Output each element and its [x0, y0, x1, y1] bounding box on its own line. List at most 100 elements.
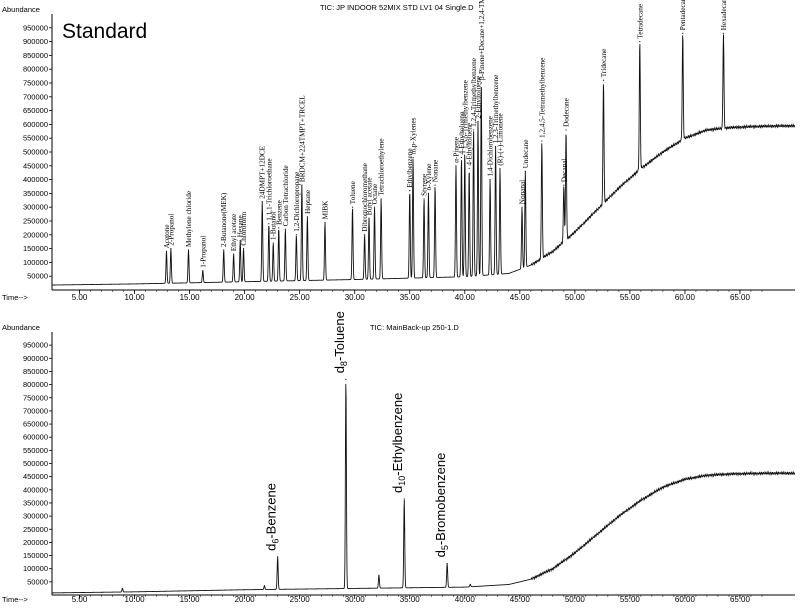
x-tick-label: 15.00 [180, 293, 201, 302]
compound-annotation: d6-Benzene [264, 483, 281, 551]
peak-apex-point [423, 198, 425, 200]
peak-apex-point [368, 217, 370, 219]
peak-label: 1,1,1-Trichloroethane [265, 158, 273, 220]
peak-label: Methylene chloride [185, 191, 193, 247]
peak-label: 1,2-Dichloropropane [293, 172, 301, 232]
y-tick-label: 300000 [23, 512, 48, 521]
y-tick-label: 400000 [23, 485, 48, 494]
panel-label: Standard [62, 20, 147, 43]
y-tick-label: 150000 [23, 551, 48, 560]
peak-label: Tridecane [600, 49, 608, 77]
peak-apex-point [295, 234, 297, 236]
y-tick-label: 700000 [23, 92, 48, 101]
x-tick-label: 50.00 [565, 595, 586, 604]
y-tick-label: 400000 [23, 175, 48, 184]
peak-label: 1,2,3-Trimethylbenzene [492, 75, 500, 144]
y-tick-label: 50000 [27, 272, 48, 281]
peak-label: 1-Propanol [199, 236, 207, 268]
y-tick-label: 250000 [23, 217, 48, 226]
peak-label: Toluene [349, 181, 357, 204]
x-tick-label: 10.00 [125, 595, 146, 604]
x-tick-label: 60.00 [675, 595, 696, 604]
y-tick-label: 50000 [27, 577, 48, 586]
peak-apex-point [427, 192, 430, 194]
chart-title: TIC: MainBack-up 250-1.D [370, 323, 459, 332]
peak-label: Benzene [275, 200, 283, 225]
x-tick-label: 45.00 [510, 293, 531, 302]
peak-apex-point [301, 184, 303, 186]
standard-chromatogram: 50000 100000 150000 200000 250000 300000 35000… [2, 0, 796, 302]
x-axis-label: Time--> [2, 293, 28, 302]
peak-apex-point [469, 583, 471, 586]
peak-apex-point [351, 206, 354, 208]
x-tick-label: 5.00 [72, 293, 88, 302]
peak-label: 2-Butanone(MEK) [220, 192, 228, 247]
peak-apex-point [541, 140, 543, 142]
x-tick-label: 40.00 [455, 293, 476, 302]
peak-label: 1,2,4-Trimethylbenzene [470, 58, 478, 127]
chart-title: TIC: JP INDOOR 52MIX STD LV1 04 Single.D [320, 3, 474, 12]
peak-apex-point [412, 156, 414, 159]
y-tick-label: 200000 [23, 538, 48, 547]
peak-label: Ethyl acetate [230, 214, 238, 251]
x-tick-label: 35.00 [400, 595, 421, 604]
y-tick-label: 250000 [23, 525, 48, 534]
peak-label: Ethylbenzene [406, 148, 414, 187]
y-tick-label: 550000 [23, 134, 48, 143]
x-tick-label: 45.00 [510, 595, 531, 604]
y-tick-label: 450000 [23, 472, 48, 481]
peak-apex-point [324, 221, 326, 223]
peak-label: Hexane [237, 215, 245, 237]
peak-label: Pentadecane [679, 0, 687, 30]
peak-apex-point [455, 165, 457, 167]
peak-apex-point [242, 248, 245, 250]
peak-label: Styrene [421, 174, 429, 196]
peak-label: Nonanal [519, 180, 527, 204]
y-axis-label: Abundance [2, 323, 40, 332]
backup-chromatogram: 50000 100000 150000 200000 250000 300000 35000… [2, 311, 796, 604]
peak-label: Tetradecane [636, 4, 644, 39]
y-tick-label: 750000 [23, 79, 48, 88]
peak-apex-point [380, 198, 382, 200]
x-tick-label: 40.00 [455, 595, 476, 604]
peak-label: Hexadecane [720, 0, 728, 30]
peak-apex-point [565, 129, 567, 131]
peak-apex-point [373, 206, 376, 208]
peak-apex-point [480, 82, 482, 84]
y-tick-label: 500000 [23, 148, 48, 157]
peak-apex-point [239, 239, 241, 241]
y-tick-label: 600000 [23, 120, 48, 129]
x-tick-label: 60.00 [675, 293, 696, 302]
y-tick-label: 900000 [23, 354, 48, 363]
y-tick-label: 800000 [23, 380, 48, 389]
peak-label: Dibromochloromethane [361, 163, 369, 232]
peak-label: 2-Propanol [167, 214, 175, 246]
peak-label: 24DMPT+12DCE [259, 145, 267, 198]
peak-label: Carbon Tetrachloride [282, 165, 290, 226]
peak-apex-point [261, 201, 263, 203]
peak-apex-point [165, 250, 168, 252]
peak-apex-point [489, 179, 491, 181]
peak-label: m,p-Xylenes [410, 117, 418, 154]
peak-apex-point [524, 170, 526, 172]
peak-label: 4-Ethyltoluene [458, 112, 466, 155]
x-tick-label: 25.00 [290, 293, 311, 302]
peak-apex-point [403, 498, 405, 500]
peak-apex-point [563, 184, 565, 186]
peak-apex-point [263, 585, 266, 587]
x-tick-label: 55.00 [620, 595, 641, 604]
peak-apex-point [460, 156, 463, 159]
peak-apex-point [434, 184, 436, 186]
x-tick-label: 65.00 [730, 595, 751, 604]
peak-label: 2-Ethyltoluene [475, 76, 483, 119]
peak-label: Dodecane [563, 98, 571, 127]
peak-label: 1,2,4,5-Tetramethylbenzene [538, 58, 546, 138]
peak-label: Acetone [163, 224, 171, 248]
x-tick-label: 50.00 [565, 293, 586, 302]
y-tick-label: 100000 [23, 564, 48, 573]
peak-apex-point [345, 378, 347, 380]
y-tick-label: 750000 [23, 393, 48, 402]
y-tick-label: 700000 [23, 406, 48, 415]
peak-apex-point [284, 228, 286, 230]
